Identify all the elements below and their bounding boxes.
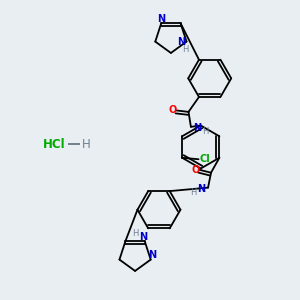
Text: H: H <box>190 188 197 196</box>
Text: N: N <box>194 123 202 133</box>
Text: N: N <box>177 37 185 46</box>
Text: H: H <box>82 137 91 151</box>
Text: HCl: HCl <box>43 137 66 151</box>
Text: H: H <box>133 229 139 238</box>
Text: O: O <box>191 165 200 175</box>
Text: N: N <box>197 184 206 194</box>
Text: H: H <box>202 127 208 136</box>
Text: Cl: Cl <box>200 154 211 164</box>
Text: N: N <box>139 232 147 242</box>
Text: O: O <box>168 105 176 116</box>
Text: H: H <box>182 45 188 54</box>
Text: N: N <box>148 250 156 260</box>
Text: N: N <box>157 14 165 24</box>
